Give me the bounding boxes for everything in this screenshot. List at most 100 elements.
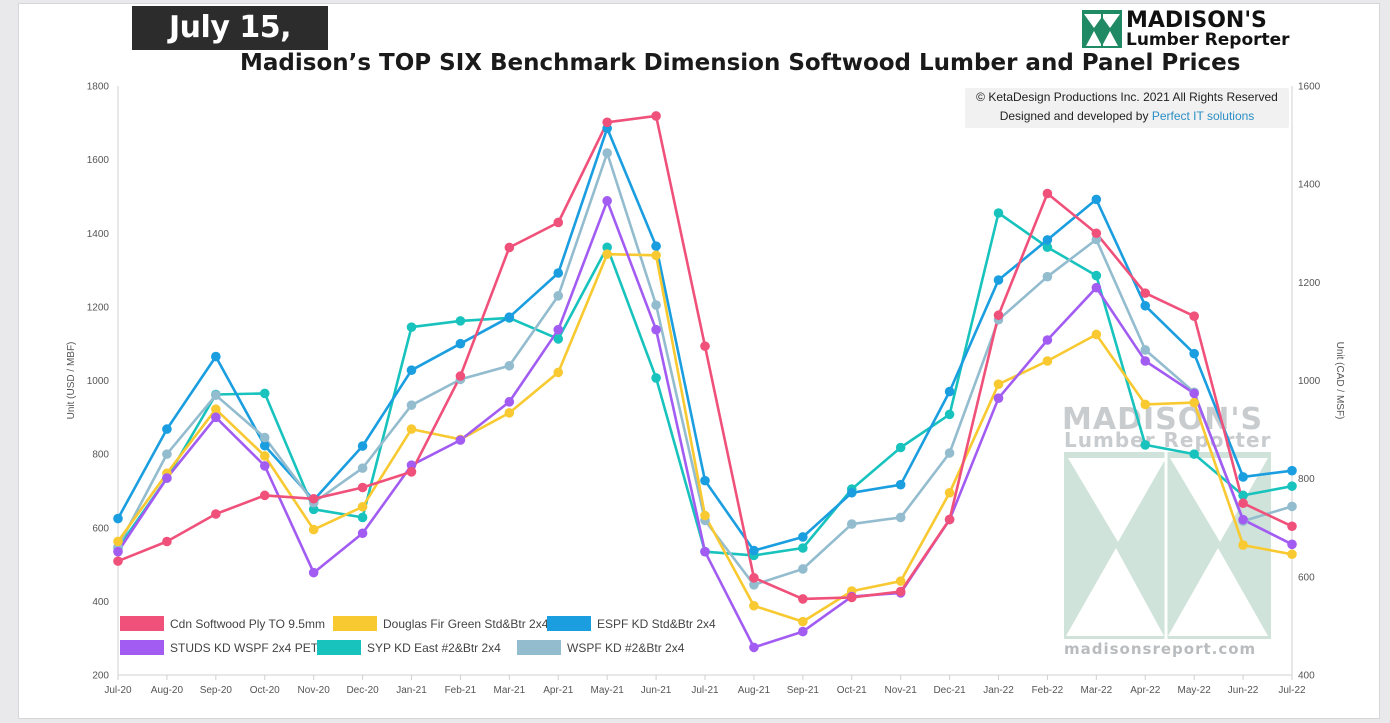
data-point[interactable]	[1189, 348, 1199, 359]
data-point[interactable]	[700, 341, 710, 351]
data-point[interactable]	[1091, 194, 1102, 205]
data-point[interactable]	[944, 487, 955, 498]
data-point[interactable]	[1091, 282, 1102, 293]
data-point[interactable]	[357, 463, 368, 473]
data-point[interactable]	[406, 424, 417, 434]
data-point[interactable]	[504, 397, 515, 407]
data-point[interactable]	[1091, 329, 1102, 340]
data-point[interactable]	[1287, 521, 1297, 532]
data-point[interactable]	[944, 409, 955, 420]
data-point[interactable]	[406, 365, 417, 375]
data-point[interactable]	[1042, 271, 1053, 282]
data-point[interactable]	[1287, 501, 1297, 512]
data-point[interactable]	[1140, 399, 1151, 410]
data-point[interactable]	[1140, 345, 1151, 355]
data-point[interactable]	[455, 316, 466, 326]
data-point[interactable]	[602, 117, 612, 128]
data-point[interactable]	[749, 600, 759, 611]
data-point[interactable]	[798, 594, 808, 604]
data-point[interactable]	[700, 510, 710, 521]
data-point[interactable]	[895, 479, 906, 490]
data-point[interactable]	[749, 580, 759, 590]
data-point[interactable]	[308, 504, 319, 515]
data-point[interactable]	[1091, 270, 1102, 281]
data-point[interactable]	[357, 528, 368, 539]
data-point[interactable]	[162, 449, 172, 459]
data-point[interactable]	[406, 322, 417, 332]
data-point[interactable]	[162, 473, 172, 483]
data-point[interactable]	[798, 564, 808, 574]
data-point[interactable]	[749, 642, 759, 653]
data-point[interactable]	[1287, 481, 1297, 491]
data-point[interactable]	[211, 351, 221, 362]
data-point[interactable]	[993, 208, 1004, 218]
data-point[interactable]	[798, 616, 808, 627]
data-point[interactable]	[455, 338, 466, 349]
data-point[interactable]	[357, 501, 368, 512]
data-point[interactable]	[993, 393, 1004, 403]
data-point[interactable]	[1042, 242, 1053, 253]
data-point[interactable]	[895, 512, 906, 523]
data-point[interactable]	[259, 440, 270, 451]
data-point[interactable]	[357, 482, 368, 493]
data-point[interactable]	[846, 487, 857, 498]
data-point[interactable]	[651, 373, 661, 383]
data-point[interactable]	[651, 324, 661, 335]
data-point[interactable]	[1238, 472, 1248, 482]
data-point[interactable]	[553, 334, 564, 344]
data-point[interactable]	[944, 386, 955, 397]
data-point[interactable]	[455, 371, 466, 381]
data-point[interactable]	[504, 360, 515, 371]
data-point[interactable]	[602, 249, 612, 260]
data-point[interactable]	[1189, 449, 1199, 459]
data-point[interactable]	[1189, 397, 1199, 408]
data-point[interactable]	[504, 242, 515, 253]
data-point[interactable]	[651, 111, 661, 121]
data-point[interactable]	[993, 379, 1004, 389]
data-point[interactable]	[553, 324, 564, 335]
data-point[interactable]	[455, 435, 466, 445]
data-point[interactable]	[798, 543, 808, 553]
data-point[interactable]	[1140, 288, 1151, 298]
data-point[interactable]	[308, 493, 319, 504]
data-point[interactable]	[259, 490, 270, 501]
data-point[interactable]	[1189, 311, 1199, 322]
data-point[interactable]	[357, 512, 368, 523]
data-point[interactable]	[846, 519, 857, 529]
data-point[interactable]	[602, 242, 612, 253]
data-point[interactable]	[259, 461, 270, 471]
data-point[interactable]	[895, 586, 906, 597]
data-point[interactable]	[993, 310, 1004, 321]
data-point[interactable]	[406, 460, 417, 470]
data-point[interactable]	[1042, 356, 1053, 366]
data-point[interactable]	[113, 556, 123, 566]
data-point[interactable]	[308, 524, 319, 535]
data-point[interactable]	[1140, 356, 1151, 366]
data-point[interactable]	[308, 567, 319, 578]
data-point[interactable]	[1042, 188, 1053, 199]
data-point[interactable]	[553, 291, 564, 301]
data-point[interactable]	[553, 367, 564, 378]
data-point[interactable]	[749, 545, 759, 556]
data-point[interactable]	[993, 275, 1004, 285]
data-point[interactable]	[259, 388, 270, 399]
data-point[interactable]	[1238, 540, 1248, 550]
data-point[interactable]	[602, 196, 612, 206]
data-point[interactable]	[406, 466, 417, 477]
data-point[interactable]	[1140, 440, 1151, 450]
data-point[interactable]	[1042, 335, 1053, 345]
data-point[interactable]	[700, 475, 710, 486]
data-point[interactable]	[113, 536, 123, 547]
data-point[interactable]	[1238, 514, 1248, 525]
data-point[interactable]	[651, 241, 661, 251]
data-point[interactable]	[895, 576, 906, 586]
data-point[interactable]	[504, 312, 515, 322]
data-point[interactable]	[211, 509, 221, 519]
data-point[interactable]	[895, 442, 906, 453]
data-point[interactable]	[1287, 549, 1297, 560]
data-point[interactable]	[553, 268, 564, 278]
data-point[interactable]	[162, 424, 172, 434]
data-point[interactable]	[1238, 490, 1248, 501]
data-point[interactable]	[553, 217, 564, 228]
data-point[interactable]	[798, 626, 808, 637]
